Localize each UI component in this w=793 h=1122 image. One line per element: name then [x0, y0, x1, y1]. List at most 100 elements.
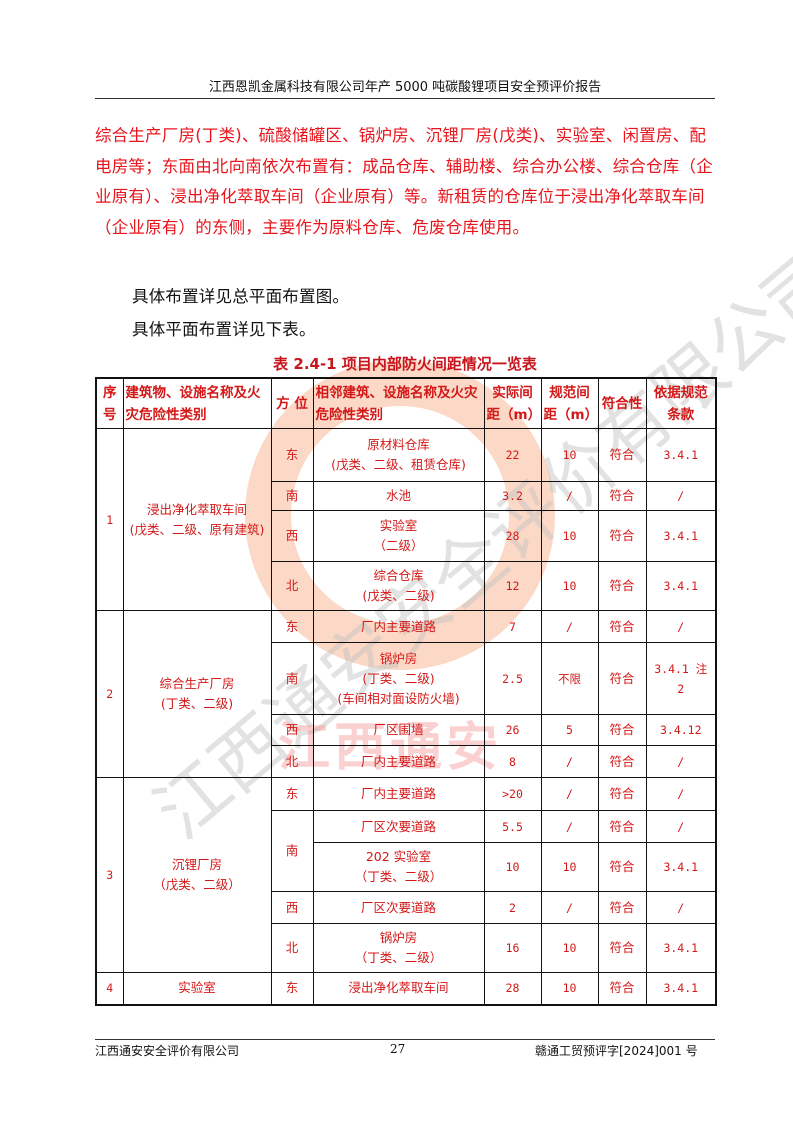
cell-text: /: [677, 900, 685, 915]
cell-text: 综合生产厂房: [159, 676, 235, 691]
cell-text: 实验室: [379, 518, 418, 533]
paragraph: 具体布置详见总平面布置图。: [132, 287, 350, 306]
cell-text: 10: [562, 579, 577, 593]
cell-text: (丁类、二级): [160, 696, 234, 711]
row-number: 3: [95, 777, 124, 973]
spec-distance: 10: [540, 561, 599, 611]
cell-text: 浸出净化萃取车间: [348, 980, 449, 996]
building-name: 浸出净化萃取车间 (戊类、二级、原有建筑): [122, 428, 272, 611]
table-row: 2 综合生产厂房 (丁类、二级) 东厂内主要道路 7/符合 /: [95, 610, 717, 778]
adjacent-building: 锅炉房 （丁类、二级）: [312, 923, 485, 973]
clause: 3.4.1: [645, 842, 717, 892]
cell-text: 3.4.1 注 2: [654, 661, 708, 696]
compliance: 符合: [597, 777, 647, 811]
direction: 南: [270, 810, 314, 892]
cell-text: (戊类、二级、租赁仓库): [331, 457, 466, 472]
page-number: 27: [390, 1042, 406, 1056]
direction: 北: [270, 561, 314, 611]
table-row: 南 水池 3.2 / 符合 /: [96, 481, 717, 511]
direction: 北: [270, 745, 314, 778]
cell-text: 3.4.12: [659, 723, 702, 737]
cell-text: 3.4.1: [663, 529, 699, 543]
clause: 3.4.1 注 2: [645, 642, 717, 715]
cell-text: 西: [285, 528, 299, 543]
cell-text: 符合: [609, 670, 635, 686]
adjacent-building: 厂区次要道路: [312, 810, 485, 843]
cell-text: 3: [106, 868, 114, 882]
col-header: 符合性: [597, 377, 647, 429]
table-row: 1 浸出净化萃取车间 (戊类、二级、原有建筑) 东 原材料仓库 (戊类、二级、租赁仓库) 2…: [95, 428, 717, 611]
cell-text: 4: [106, 981, 114, 996]
cell-text: (戊类、二级): [362, 588, 435, 603]
table-row: 202 实验室 （丁类、二级） 10 10 符合 3.4.1: [96, 842, 717, 892]
paragraph: 具体平面布置详见下表。: [132, 320, 316, 339]
col-header: 建筑物、设施名称及火灾危险性类别: [122, 377, 272, 429]
cell-text: /: [677, 754, 685, 769]
adjacent-building: 厂内主要道路: [312, 745, 485, 778]
cell-text: 厂区次要道路: [360, 899, 436, 915]
spec-distance: 不限: [540, 642, 599, 715]
cell-text: 16: [505, 941, 520, 955]
direction: 东: [270, 610, 314, 643]
clause: 3.4.1: [645, 510, 717, 562]
actual-distance: 10: [483, 842, 542, 892]
table-row: 西 厂区围墙 26 5 符合 3.4.12: [96, 714, 717, 746]
cell-text: /: [566, 489, 573, 503]
table-caption: 表 2.4-1 项目内部防火间距情况一览表: [273, 355, 537, 373]
cell-text: 不限: [558, 671, 581, 686]
cell-text: 水池: [385, 488, 411, 503]
cell-text: 10: [562, 860, 577, 874]
cell-text: 28: [505, 981, 520, 996]
adjacent-building: 厂内主要道路: [312, 777, 485, 811]
spec-distance: /: [540, 777, 599, 811]
cell-text: /: [566, 619, 573, 634]
compliance: 符合: [597, 842, 647, 892]
cell-text: 南: [285, 843, 299, 858]
col-header: 依据规范条款: [645, 377, 717, 429]
cell-text: 西: [285, 899, 299, 915]
actual-distance: 16: [483, 923, 542, 973]
col-header: 规范间距（m）: [540, 377, 599, 429]
adjacent-building: 厂区围墙: [312, 714, 485, 746]
cell-text: 厂区次要道路: [360, 818, 436, 834]
direction: 西: [270, 714, 314, 746]
cell-text: 锅炉房: [379, 650, 418, 666]
table-row: 南 厂区次要道路 5.5 / 符合 /: [96, 810, 717, 892]
cell-text: 2: [106, 687, 114, 701]
spec-distance: 10: [540, 428, 599, 482]
cell-text: 综合仓库: [373, 568, 424, 583]
cell-text: 1: [106, 512, 114, 527]
compliance: 符合: [597, 642, 647, 715]
cell-text: 符合: [609, 940, 635, 955]
clause: 3.4.1: [645, 561, 717, 611]
adjacent-building: 原材料仓库 (戊类、二级、租赁仓库): [312, 428, 485, 482]
cell-text: （戊类、二级）: [153, 877, 241, 892]
clause: /: [645, 891, 717, 924]
cell-text: 3.4.1: [663, 579, 699, 593]
clause: /: [645, 745, 717, 778]
actual-distance: 28: [483, 972, 542, 1005]
direction: 南: [270, 481, 314, 511]
table-header-row: 序号 建筑物、设施名称及火灾危险性类别 方 位 相邻建筑、设施名称及火灾危险性类…: [95, 377, 717, 429]
cell-text: 3.4.1: [663, 981, 699, 996]
fire-distance-table: 序号 建筑物、设施名称及火灾危险性类别 方 位 相邻建筑、设施名称及火灾危险性类…: [95, 377, 717, 1006]
cell-text: 南: [285, 488, 299, 503]
cell-text: 原材料仓库: [367, 437, 430, 452]
cell-text: 符合: [609, 899, 635, 915]
actual-distance: 3.2: [483, 481, 542, 511]
clause: /: [645, 610, 717, 643]
compliance: 符合: [597, 923, 647, 973]
cell-text: (丁类、二级): [362, 670, 435, 686]
cell-text: 28: [505, 529, 520, 543]
clause: /: [645, 777, 717, 811]
cell-text: 实验室: [178, 980, 216, 996]
cell-text: 北: [285, 578, 299, 593]
adjacent-building: 202 实验室 （丁类、二级）: [312, 842, 485, 892]
adjacent-building: 厂内主要道路: [312, 610, 485, 643]
spec-distance: 10: [540, 510, 599, 562]
direction: 东: [270, 777, 314, 811]
cell-text: 10: [562, 529, 577, 543]
col-header: 方 位: [270, 377, 314, 429]
direction: 西: [270, 891, 314, 924]
col-header: 序号: [95, 377, 124, 429]
